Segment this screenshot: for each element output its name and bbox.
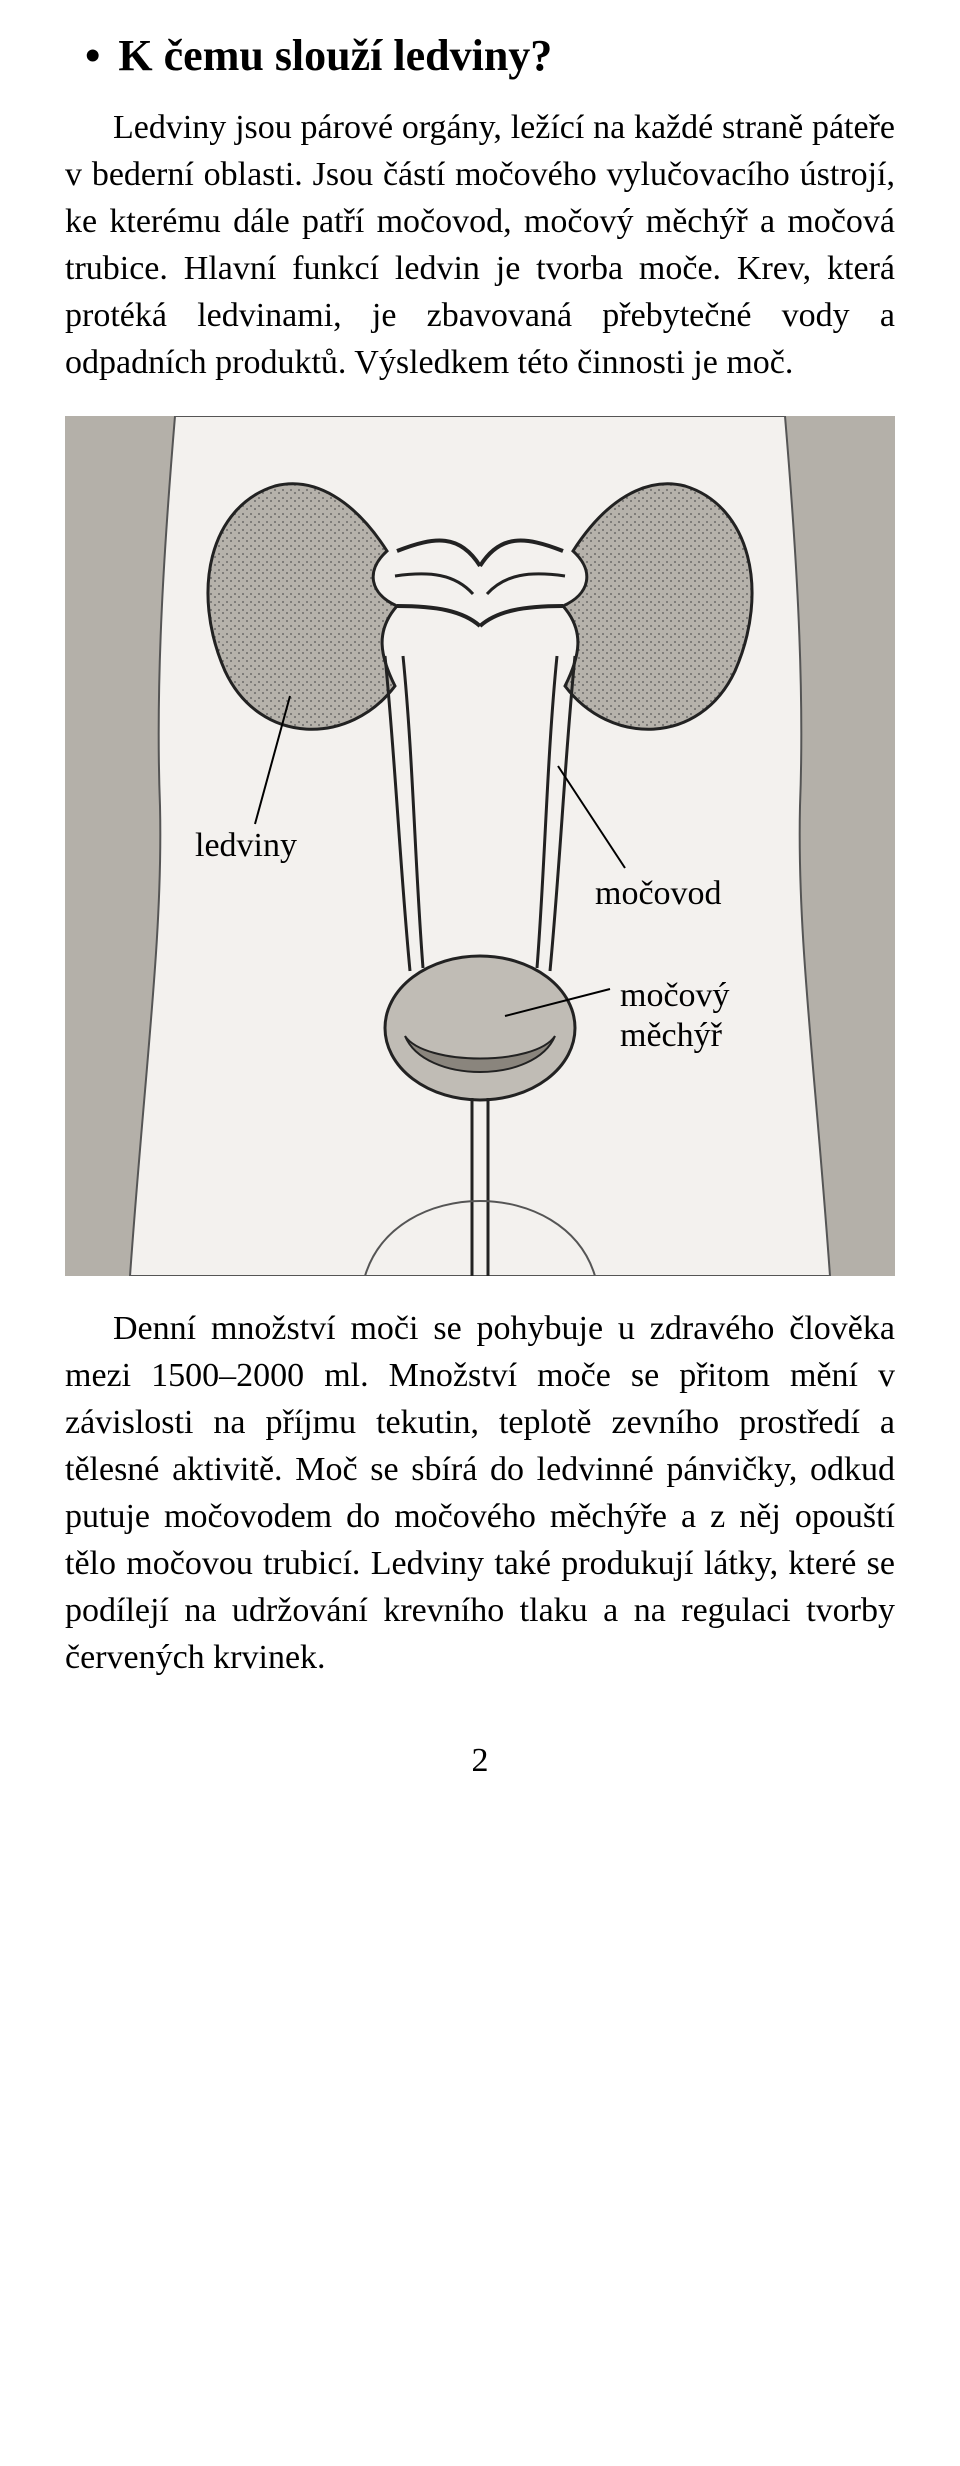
label-ureter: močovod: [595, 875, 722, 912]
page-number: 2: [65, 1742, 895, 1780]
heading-bullet: •: [85, 30, 100, 81]
urinary-system-svg: ledviny močovod močovýměchýř: [65, 416, 895, 1276]
intro-paragraph: Ledviny jsou párové orgány, ležící na ka…: [65, 105, 895, 386]
label-kidneys: ledviny: [195, 827, 297, 864]
urinary-system-figure: ledviny močovod močovýměchýř: [65, 416, 895, 1276]
heading-row: • K čemu slouží ledviny?: [65, 30, 895, 81]
label-bladder-1: močový: [620, 977, 730, 1014]
label-bladder-2: měchýř: [620, 1017, 723, 1054]
outro-paragraph: Denní množství moči se pohybuje u zdravé…: [65, 1306, 895, 1681]
page-heading: K čemu slouží ledviny?: [118, 32, 552, 80]
